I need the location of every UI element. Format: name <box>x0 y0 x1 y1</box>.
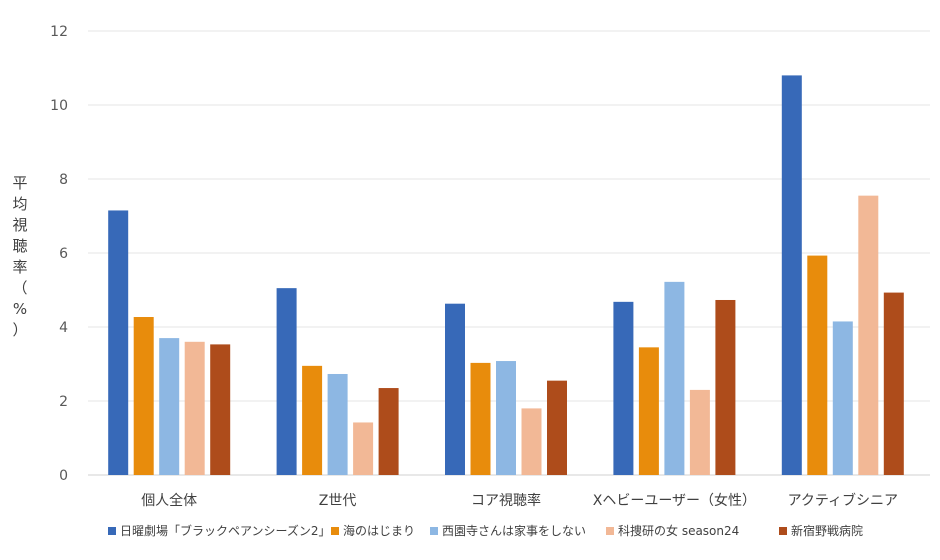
legend-swatch-3 <box>430 527 438 535</box>
bar-1-2 <box>276 288 297 475</box>
category-label: アクティブシニア <box>788 492 898 509</box>
category-labels: 個人全体 Z世代 コア視聴率 Xヘビーユーザー（女性） アクティブシニア <box>141 492 898 509</box>
y-tick-label: 12 <box>50 24 68 40</box>
y-axis-label: 平均視聴率（%） <box>12 174 27 339</box>
legend-swatch-2 <box>331 527 339 535</box>
bar-5-1 <box>210 344 231 475</box>
bar-5-2 <box>378 388 399 475</box>
category-label: コア視聴率 <box>471 492 541 509</box>
bar-5-5 <box>883 292 904 475</box>
y-tick-label: 2 <box>59 394 68 410</box>
bar-2-3 <box>470 362 491 475</box>
bar-1-5 <box>781 75 802 476</box>
y-tick-label: 4 <box>59 320 68 336</box>
bar-4-2 <box>353 422 374 475</box>
category-label: Z世代 <box>319 493 357 509</box>
bar-4-1 <box>184 341 205 475</box>
category-label: 個人全体 <box>141 492 197 509</box>
y-tick-label: 10 <box>50 98 68 114</box>
category-label: Xヘビーユーザー（女性） <box>593 492 756 509</box>
bar-2-5 <box>807 255 828 475</box>
bar-5-4 <box>715 299 736 475</box>
y-axis-title: 平均視聴率（%） <box>12 174 27 339</box>
y-axis-ticks: 0 2 4 6 8 10 12 <box>50 24 68 484</box>
legend-swatch-5 <box>779 527 787 535</box>
bar-4-4 <box>689 389 710 475</box>
y-tick-label: 0 <box>59 468 68 484</box>
bar-3-2 <box>327 373 348 475</box>
bar-1-3 <box>445 303 465 475</box>
bar-3-4 <box>664 281 685 475</box>
bar-4-3 <box>521 408 542 475</box>
legend-swatch-4 <box>606 527 614 535</box>
legend-label-1: 日曜劇場「ブラックペアンシーズン2」 <box>120 523 331 538</box>
bar-4-5 <box>858 195 879 475</box>
bar-2-1 <box>133 317 154 475</box>
bar-2-4 <box>638 347 659 475</box>
legend-label-5: 新宿野戦病院 <box>791 523 863 538</box>
bar-1-1 <box>108 210 129 475</box>
y-tick-label: 8 <box>59 172 68 188</box>
bar-3-5 <box>832 321 853 475</box>
legend-label-3: 西園寺さんは家事をしない <box>442 523 586 538</box>
bar-3-1 <box>159 338 180 475</box>
bar-5-3 <box>547 380 567 475</box>
bar-2-2 <box>302 365 323 475</box>
bars <box>108 75 904 476</box>
bar-1-4 <box>613 301 634 475</box>
legend-swatch-1 <box>108 527 116 535</box>
legend: 日曜劇場「ブラックペアンシーズン2」 海のはじまり 西園寺さんは家事をしない 科捜研の… <box>108 523 863 538</box>
bar-3-3 <box>496 361 516 475</box>
y-tick-label: 6 <box>59 246 68 262</box>
legend-label-2: 海のはじまり <box>343 523 415 538</box>
legend-label-4: 科捜研の女 season24 <box>618 523 739 538</box>
